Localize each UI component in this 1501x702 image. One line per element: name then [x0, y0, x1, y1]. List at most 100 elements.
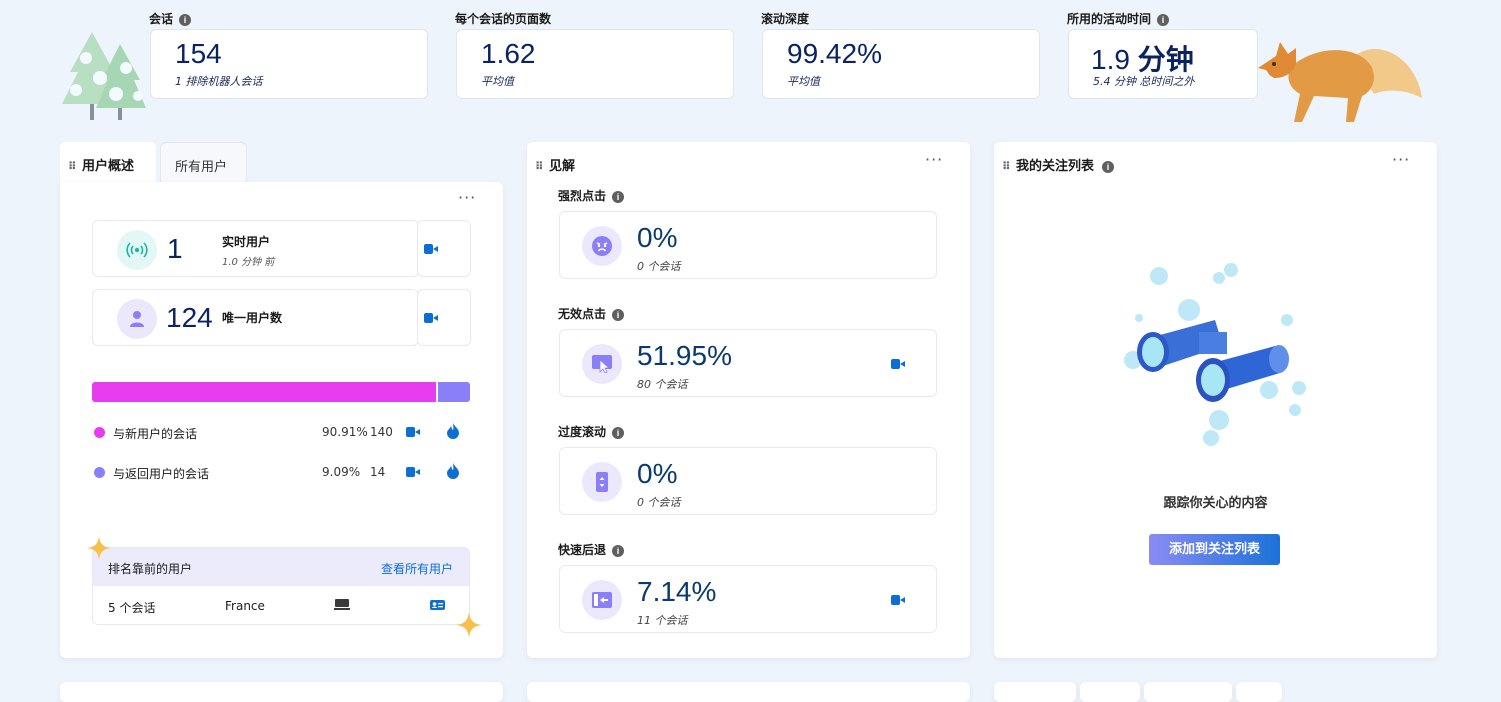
metric-value: 1.62 — [481, 38, 536, 69]
video-icon[interactable] — [406, 427, 420, 437]
insight-value: 0% — [637, 222, 678, 253]
new-users-bar-segment[interactable] — [92, 382, 436, 402]
bottom-panel — [60, 682, 503, 702]
video-icon[interactable] — [406, 467, 420, 477]
legend-row-returning: 与返回用户的会话 9.09% 14 — [94, 463, 474, 483]
users-panel: ··· 1 实时用户 1.0 分钟 前 124 唯一用户数 与新用户的会话 90… — [60, 182, 503, 658]
heatmap-flame-icon[interactable] — [447, 463, 459, 479]
metric-label-sessions: 会话 i — [149, 10, 192, 27]
table-row[interactable]: 5 个会话 France — [93, 586, 469, 624]
unique-users-label: 唯一用户数 — [222, 311, 283, 325]
live-users-label: 实时用户 — [222, 235, 271, 249]
metric-value: 99.42% — [787, 38, 882, 69]
watchlist-empty-text: 跟踪你关心的内容 — [1163, 496, 1268, 511]
binoculars-illustration — [1124, 263, 1306, 446]
view-all-users-link[interactable]: 查看所有用户 — [380, 562, 453, 576]
tab-all-users[interactable]: 所有用户 — [160, 142, 247, 182]
watchlist-title: ⠿ 我的关注列表 i — [1002, 155, 1115, 174]
metric-label-scroll-depth: 滚动深度 — [761, 12, 810, 26]
sparkle-icon — [87, 536, 111, 560]
insight-card-excessive-scroll[interactable]: 0% 0 个会话 — [559, 447, 937, 515]
legend-count: 140 — [370, 425, 393, 439]
top-users-title: 排名靠前的用户 — [108, 562, 193, 576]
more-options-icon[interactable]: ··· — [1392, 150, 1411, 169]
insight-value: 7.14% — [637, 576, 717, 607]
insight-value: 51.95% — [637, 340, 732, 371]
bottom-tab[interactable] — [994, 682, 1076, 702]
metric-sub: 5.4 分钟 总时间之外 — [1093, 75, 1195, 88]
metric-card-scroll-depth: 99.42% 平均值 — [762, 29, 1040, 99]
info-icon[interactable]: i — [612, 544, 625, 557]
video-icon[interactable] — [424, 244, 438, 254]
legend-percent: 90.91% — [322, 425, 368, 439]
heatmap-flame-icon[interactable] — [447, 423, 459, 439]
bottom-tab[interactable] — [1144, 682, 1232, 702]
bottom-tab[interactable] — [1236, 682, 1282, 702]
legend-row-new: 与新用户的会话 90.91% 140 — [94, 423, 474, 443]
fox-illustration — [1258, 42, 1422, 122]
insight-label: 过度滚动 i — [558, 423, 625, 440]
video-icon[interactable] — [891, 359, 905, 369]
metric-value: 154 — [175, 38, 222, 69]
sparkle-icon — [456, 612, 482, 638]
more-options-icon[interactable]: ··· — [458, 188, 477, 207]
info-icon[interactable]: i — [612, 190, 625, 203]
bottom-tab[interactable] — [1080, 682, 1140, 702]
drag-handle-icon[interactable]: ⠿ — [1002, 160, 1011, 173]
info-icon[interactable]: i — [179, 13, 192, 26]
unique-users-recording-cell[interactable] — [417, 289, 471, 346]
metric-sub: 平均值 — [787, 75, 820, 88]
drag-handle-icon[interactable]: ⠿ — [535, 160, 544, 173]
metric-value: 1.9 分钟 — [1091, 44, 1194, 75]
scroll-phone-icon — [582, 462, 622, 502]
legend-percent: 9.09% — [322, 465, 361, 479]
snowy-tree-illustration — [62, 32, 146, 120]
metric-card-pages-per-session: 1.62 平均值 — [456, 29, 734, 99]
tab-user-overview[interactable]: ⠿ 用户概述 — [60, 142, 156, 182]
user-icon — [117, 299, 157, 339]
metric-sub: 平均值 — [481, 75, 514, 88]
insight-value: 0% — [637, 458, 678, 489]
insight-label: 无效点击 i — [558, 305, 625, 322]
more-options-icon[interactable]: ··· — [925, 150, 944, 169]
row-sessions: 5 个会话 — [108, 601, 156, 615]
metric-card-active-time: 1.9 分钟 5.4 分钟 总时间之外 — [1068, 29, 1258, 99]
unique-users-card: 124 唯一用户数 — [92, 289, 419, 346]
metric-sub: 1 排除机器人会话 — [175, 75, 263, 88]
angry-face-icon — [582, 226, 622, 266]
row-country: France — [225, 599, 265, 613]
live-users-value: 1 — [167, 233, 183, 264]
legend-dot — [94, 467, 105, 478]
insight-sub: 80 个会话 — [637, 378, 688, 391]
live-users-recording-cell[interactable] — [417, 220, 471, 277]
add-to-watchlist-button[interactable]: 添加到关注列表 — [1149, 534, 1280, 565]
insight-card-rage-clicks[interactable]: 0% 0 个会话 — [559, 211, 937, 279]
user-split-bar — [92, 382, 470, 402]
insight-card-quick-backs[interactable]: 7.14% 11 个会话 — [559, 565, 937, 633]
insight-sub: 11 个会话 — [637, 614, 688, 627]
returning-users-bar-segment[interactable] — [437, 382, 470, 402]
info-icon[interactable]: i — [612, 308, 625, 321]
quick-back-icon — [582, 580, 622, 620]
video-icon[interactable] — [891, 595, 905, 605]
legend-label: 与返回用户的会话 — [113, 467, 210, 481]
insights-title: ⠿ 见解 — [535, 159, 576, 174]
insight-label: 快速后退 i — [558, 541, 625, 558]
unique-users-value: 124 — [166, 302, 213, 333]
live-users-sub: 1.0 分钟 前 — [222, 257, 275, 268]
top-users-table: 排名靠前的用户 查看所有用户 5 个会话 France — [92, 547, 470, 625]
legend-count: 14 — [370, 465, 386, 479]
watchlist-panel: ⠿ 我的关注列表 i ··· 跟踪你关心的内容 添加到关注列表 — [994, 142, 1437, 658]
insight-sub: 0 个会话 — [637, 260, 681, 273]
legend-dot — [94, 427, 105, 438]
tab-label: 所有用户 — [175, 160, 228, 175]
user-card-icon[interactable] — [430, 600, 445, 610]
info-icon[interactable]: i — [1157, 13, 1170, 26]
info-icon[interactable]: i — [1102, 160, 1115, 173]
video-icon[interactable] — [424, 313, 438, 323]
drag-handle-icon[interactable]: ⠿ — [68, 160, 77, 173]
desktop-icon — [334, 599, 350, 610]
bottom-panel — [527, 682, 970, 702]
info-icon[interactable]: i — [612, 426, 625, 439]
insight-card-dead-clicks[interactable]: 51.95% 80 个会话 — [559, 329, 937, 397]
